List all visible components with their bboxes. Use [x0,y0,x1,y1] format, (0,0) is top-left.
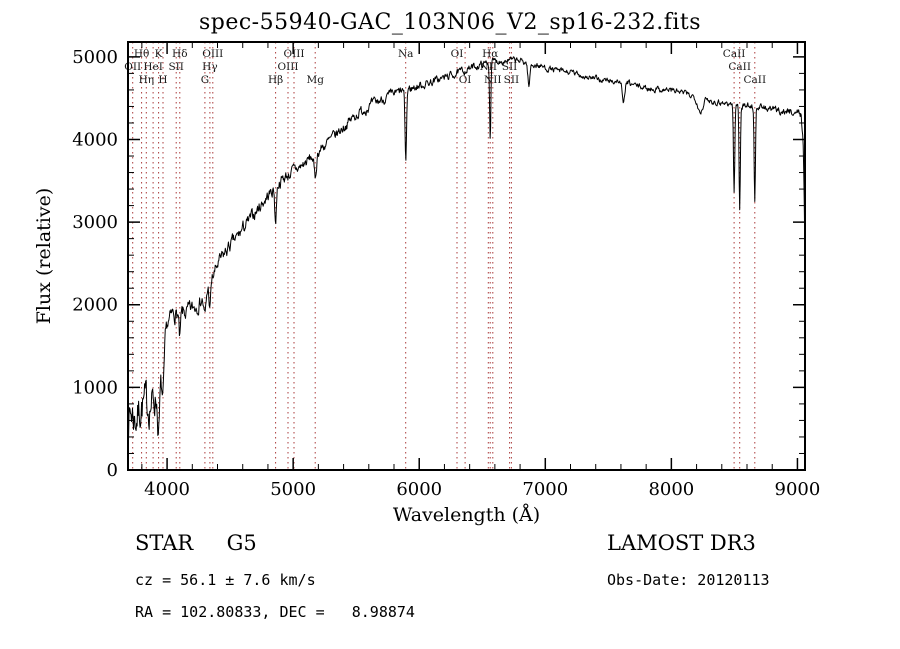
spectral-line-label: OI [459,74,472,86]
spectral-line-label: SII [504,74,520,86]
spectral-line-label: Hη [139,74,154,86]
spectral-line-label: Hθ [134,48,149,60]
plot-title: spec-55940-GAC_103N06_V2_sp16-232.fits [198,10,702,35]
spectral-line-label: Mg [306,74,324,86]
spectral-line-label: SII [502,61,518,73]
spectral-line-label: OIII [283,48,304,60]
x-tick-label: 8000 [648,479,694,500]
spectral-line-label: NII [480,61,497,73]
spectral-line-label: OII [124,61,141,73]
x-tick-label: 4000 [144,479,190,500]
x-tick-label: 7000 [522,479,568,500]
spectral-line-label: G [201,74,209,86]
spectral-line-label: CaII [723,48,746,60]
spectral-line-label: Na [398,48,413,60]
y-tick-label: 3000 [72,212,118,233]
y-tick-label: 2000 [72,295,118,316]
x-tick-label: 6000 [396,479,442,500]
x-tick-label: 5000 [270,479,316,500]
y-tick-label: 1000 [72,377,118,398]
ra-dec-value: RA = 102.80833, DEC = 8.98874 [135,603,415,621]
object-class-label: STAR G5 [135,531,257,555]
spectrum-trace [127,56,806,441]
spectral-line-label: SII [168,61,184,73]
y-tick-label: 5000 [72,47,118,68]
y-axis-label: Flux (relative) [33,187,55,325]
spectral-line-label: K [155,48,163,60]
y-tick-label: 4000 [72,129,118,150]
spectral-line-label: NII [484,74,501,86]
spectral-line-label: Hγ [202,61,217,73]
spectral-line-label: Hα [482,48,498,60]
spectral-line-label: OI [451,48,464,60]
y-tick-label: 0 [107,460,118,481]
spectral-line-label: Hβ [268,74,283,86]
cz-value: cz = 56.1 ± 7.6 km/s [135,571,316,589]
spectral-line-label: CaII [728,61,751,73]
obs-date: Obs-Date: 20120113 [607,571,770,589]
spectral-line-label: Hδ [172,48,187,60]
x-tick-label: 9000 [775,479,821,500]
spectral-line-label: HeI [143,61,163,73]
spectral-line-label: H [158,74,167,86]
spectral-line-label: OIII [202,48,223,60]
spectral-line-label: OIII [277,61,298,73]
survey-release-label: LAMOST DR3 [607,531,756,555]
spectral-line-label: CaII [744,74,767,86]
plot-frame [127,41,806,471]
x-axis-label: Wavelength (Å) [392,504,541,526]
